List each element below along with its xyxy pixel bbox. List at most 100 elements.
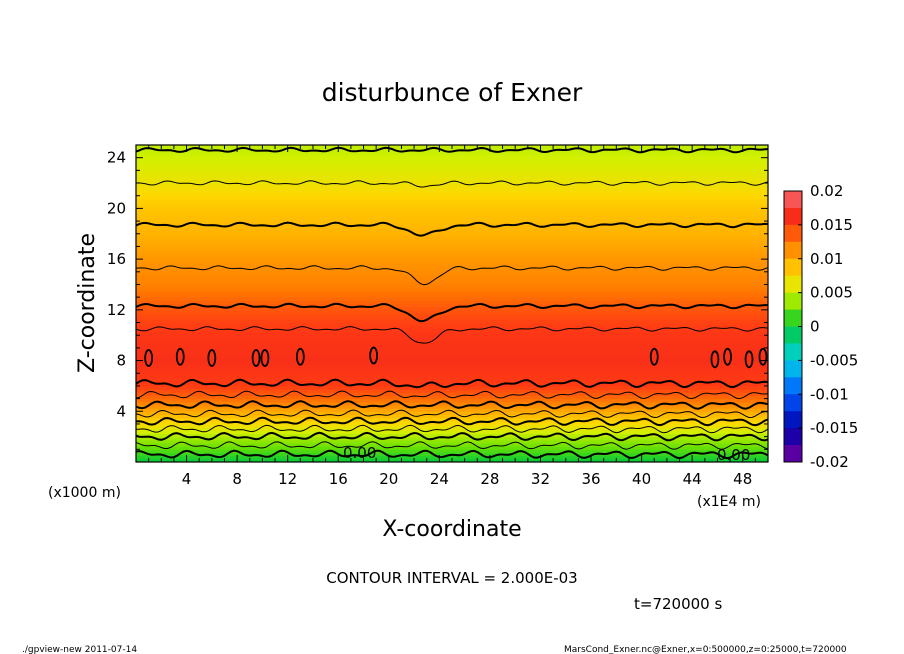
field-band bbox=[136, 211, 768, 216]
y-tick-label: 20 bbox=[107, 199, 126, 217]
field-band bbox=[136, 455, 768, 460]
contour-line bbox=[136, 449, 768, 460]
field-band bbox=[136, 259, 768, 263]
field-band bbox=[136, 278, 768, 282]
contour-line bbox=[136, 409, 768, 419]
x-tick-label: 40 bbox=[632, 470, 651, 488]
closed-contour bbox=[295, 347, 305, 366]
colorbar-tick-label: -0.015 bbox=[810, 419, 858, 437]
field-band bbox=[136, 309, 768, 314]
field-band bbox=[136, 240, 768, 244]
field-band bbox=[136, 332, 768, 336]
field-band bbox=[136, 351, 768, 355]
field-band bbox=[136, 195, 768, 200]
field-band bbox=[136, 347, 768, 352]
field-band bbox=[136, 192, 768, 197]
field-band bbox=[136, 186, 768, 190]
field-band bbox=[136, 325, 768, 330]
field-band bbox=[136, 433, 768, 438]
colorbar-segment bbox=[784, 394, 802, 412]
chart-title: disturbunce of Exner bbox=[322, 78, 583, 107]
field-band bbox=[136, 221, 768, 225]
colorbar-segment bbox=[784, 360, 802, 378]
field-band bbox=[136, 268, 768, 273]
x-tick-label: 20 bbox=[379, 470, 398, 488]
field-band bbox=[136, 338, 768, 343]
colorbar-ticks: 0.02 0.015 0.01 0.005 0 -0.005 -0.01 -0.015 -0.0… bbox=[798, 182, 858, 471]
field-band bbox=[136, 205, 768, 209]
field-band bbox=[136, 414, 768, 419]
field-band bbox=[136, 274, 768, 279]
field-band bbox=[136, 198, 768, 203]
field-band bbox=[136, 157, 768, 162]
field-band bbox=[136, 246, 768, 251]
x-tick-label: 4 bbox=[182, 470, 192, 488]
x-tick-label: 24 bbox=[430, 470, 449, 488]
colorbar-tick-label: -0.02 bbox=[810, 453, 849, 471]
field-band bbox=[136, 398, 768, 403]
contour-line bbox=[136, 146, 768, 154]
field-band bbox=[136, 449, 768, 454]
field-band bbox=[136, 319, 768, 324]
field-band bbox=[136, 411, 768, 416]
field-band bbox=[136, 442, 768, 447]
contour-line bbox=[136, 416, 768, 427]
field-band bbox=[136, 379, 768, 384]
field-band bbox=[136, 335, 768, 339]
field-band bbox=[136, 404, 768, 409]
field-band bbox=[136, 401, 768, 406]
colorbar-tick-label: 0.015 bbox=[810, 216, 853, 234]
colorbar-segment bbox=[784, 343, 802, 361]
field-band bbox=[136, 430, 768, 435]
colorbar-segment bbox=[784, 292, 802, 311]
closed-contour bbox=[758, 347, 768, 366]
field-band bbox=[136, 373, 768, 378]
field-band bbox=[136, 249, 768, 254]
colorbar-tick-label: -0.01 bbox=[810, 385, 849, 403]
contour-line bbox=[136, 302, 768, 323]
x-tick-label: 36 bbox=[581, 470, 600, 488]
closed-contour bbox=[175, 347, 185, 366]
field-band bbox=[136, 293, 768, 298]
field-band bbox=[136, 164, 768, 168]
colorbar-tick-label: 0 bbox=[810, 318, 820, 336]
colorbar-segment bbox=[784, 207, 802, 226]
field-band bbox=[136, 173, 768, 178]
x-tick-label: 44 bbox=[683, 470, 702, 488]
field-band bbox=[136, 183, 768, 187]
contour-label-right: 0.00 bbox=[717, 446, 750, 464]
field-band bbox=[136, 313, 768, 317]
field-band bbox=[136, 208, 768, 213]
x-tick-label: 28 bbox=[480, 470, 499, 488]
field-band bbox=[136, 408, 768, 412]
contour-line bbox=[136, 265, 768, 286]
closed-contours bbox=[144, 346, 768, 369]
footer-left: ./gpview-new 2011-07-14 bbox=[22, 645, 137, 654]
field-band bbox=[136, 316, 768, 320]
field-band bbox=[136, 281, 768, 286]
colorbar bbox=[784, 191, 802, 463]
field-band bbox=[136, 341, 768, 346]
colorbar-segment bbox=[784, 309, 802, 327]
colorbar-segment bbox=[784, 275, 802, 294]
contour-line bbox=[136, 326, 768, 344]
field-band bbox=[136, 385, 768, 390]
contour-interval: CONTOUR INTERVAL = 2.000E-03 bbox=[326, 569, 577, 587]
colorbar-segment bbox=[784, 258, 802, 277]
closed-contour bbox=[369, 346, 379, 365]
field-band bbox=[136, 243, 768, 248]
x-tick-label: 32 bbox=[531, 470, 550, 488]
field-band bbox=[136, 436, 768, 441]
x-axis-label: X-coordinate bbox=[382, 517, 521, 542]
field-band bbox=[136, 236, 768, 241]
field-band bbox=[136, 154, 768, 159]
contour-line bbox=[136, 378, 768, 389]
y-tick-label: 8 bbox=[116, 352, 126, 370]
contour-label-left: 0.00 bbox=[343, 444, 376, 462]
field-band bbox=[136, 303, 768, 308]
field-band bbox=[136, 357, 768, 362]
contour-line bbox=[136, 180, 768, 188]
field-band bbox=[136, 287, 768, 292]
field-band bbox=[136, 420, 768, 425]
colorbar-segment bbox=[784, 224, 802, 243]
